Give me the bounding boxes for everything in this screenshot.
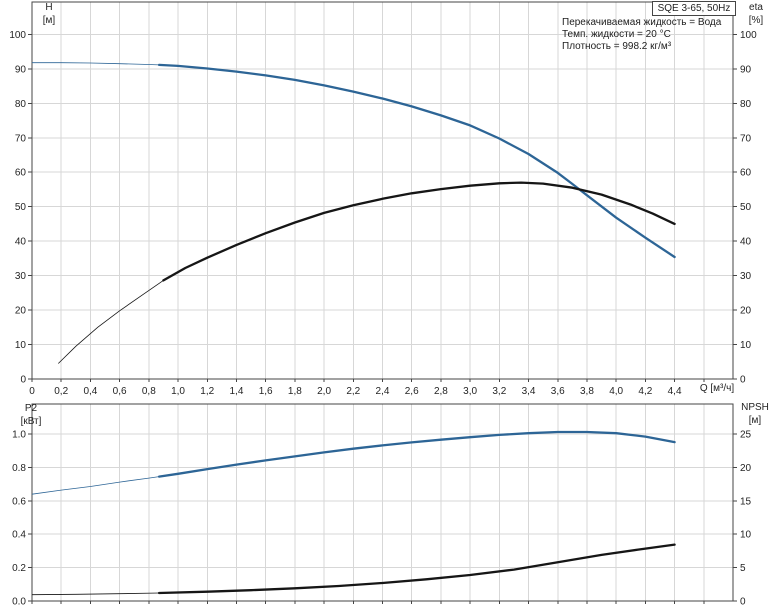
tick-label: 1,2 [200, 386, 214, 397]
tick-label: 0,8 [142, 386, 156, 397]
tick-label: 2,6 [405, 386, 419, 397]
tick-label: 0.8 [12, 463, 26, 474]
tick-label: 3,4 [522, 386, 536, 397]
tick-label: 20 [15, 306, 27, 317]
tick-label: 80 [740, 99, 752, 110]
tick-label: 15 [740, 496, 752, 507]
tick-label: 1,0 [171, 386, 185, 397]
tick-label: 10 [15, 340, 27, 351]
p2-curve [157, 430, 676, 478]
head-axis-label: H [45, 2, 53, 13]
tick-label: 30 [740, 271, 752, 282]
tick-label: 0 [29, 386, 35, 397]
fluid-info-line: Темп. жидкости = 20 °C [562, 29, 671, 40]
tick-label: 90 [740, 64, 752, 75]
tick-label: 30 [15, 271, 27, 282]
tick-label: 4,2 [638, 386, 652, 397]
eta-axis-unit: [%] [748, 15, 764, 26]
fluid-info-line: Перекачиваемая жидкость = Вода [562, 17, 722, 28]
tick-label: 20 [740, 306, 752, 317]
tick-label: 0,2 [54, 386, 68, 397]
tick-label: 5 [740, 563, 746, 574]
tick-label: 2,8 [434, 386, 448, 397]
tick-label: 0 [20, 375, 26, 386]
fluid-info-line: Плотность = 998.2 кг/м³ [562, 41, 672, 52]
npsh-axis-label: NPSH [741, 402, 769, 413]
flow-axis-title: Q [м³/ч] [699, 383, 735, 394]
tick-label: 1,6 [259, 386, 273, 397]
tick-label: 70 [740, 133, 752, 144]
tick-label: 50 [15, 202, 27, 213]
p2-curve-thin [31, 476, 160, 495]
fluid-info-block: Перекачиваемая жидкость = Вода Темп. жид… [562, 17, 721, 53]
tick-label: 2,0 [317, 386, 331, 397]
tick-label: 2,4 [376, 386, 390, 397]
tick-label: 3,0 [463, 386, 477, 397]
tick-label: 0.2 [12, 563, 26, 574]
tick-label: 10 [740, 340, 752, 351]
tick-label: 20 [740, 463, 752, 474]
tick-label: 3,6 [551, 386, 565, 397]
tick-label: 60 [740, 168, 752, 179]
tick-label: 1,8 [288, 386, 302, 397]
head-axis-title: H [м] [33, 1, 65, 27]
tick-label: 50 [740, 202, 752, 213]
tick-label: 0,6 [113, 386, 127, 397]
h-curve [157, 63, 676, 259]
eta-axis-label: eta [749, 2, 763, 13]
tick-label: 2,2 [346, 386, 360, 397]
tick-label: 0 [740, 375, 746, 386]
eta-curve [162, 181, 676, 282]
npsh-curve [157, 543, 676, 595]
tick-label: 3,2 [492, 386, 506, 397]
tick-label: 4,0 [609, 386, 623, 397]
tick-label: 1,4 [230, 386, 244, 397]
tick-label: 3,8 [580, 386, 594, 397]
eta-curve-thin [58, 280, 164, 364]
tick-label: 100 [9, 30, 26, 41]
tick-label: 0.6 [12, 496, 26, 507]
tick-label: 80 [15, 99, 27, 110]
tick-label: 25 [740, 430, 752, 441]
npsh-axis-unit: [м] [748, 415, 762, 426]
pump-model-badge: SQE 3-65, 50Hz [652, 1, 736, 16]
head-efficiency-chart: 0 10 20 30 40 50 60 70 80 90 100 0 10 20 30 40 50 60 70 80 9… [9, 1, 757, 397]
npsh-axis-title: NPSH [м] [736, 401, 774, 427]
tick-label: 90 [15, 64, 27, 75]
tick-label: 1.0 [12, 430, 26, 441]
tick-label: 0,4 [83, 386, 97, 397]
tick-label: 0.0 [12, 597, 26, 608]
power-npsh-chart: 0.0 0.2 0.4 0.6 0.8 1.0 0 5 10 15 20 25 [12, 403, 752, 608]
tick-label: 0 [740, 597, 746, 608]
head-axis-unit: [м] [42, 15, 56, 26]
tick-label: 0.4 [12, 530, 26, 541]
tick-label: 40 [15, 237, 27, 248]
tick-label: 70 [15, 133, 27, 144]
eta-axis-title: eta [%] [740, 1, 772, 27]
power-axis-label: P2 [24, 403, 38, 414]
tick-label: 60 [15, 168, 27, 179]
npsh-curve-thin [31, 592, 160, 596]
tick-label: 100 [740, 30, 757, 41]
tick-label: 40 [740, 237, 752, 248]
tick-label: 10 [740, 530, 752, 541]
power-axis-unit: [кВт] [20, 416, 42, 427]
h-curve-thin [32, 62, 160, 66]
tick-label: 4,4 [668, 386, 682, 397]
power-axis-title: P2 [кВт] [12, 402, 50, 428]
